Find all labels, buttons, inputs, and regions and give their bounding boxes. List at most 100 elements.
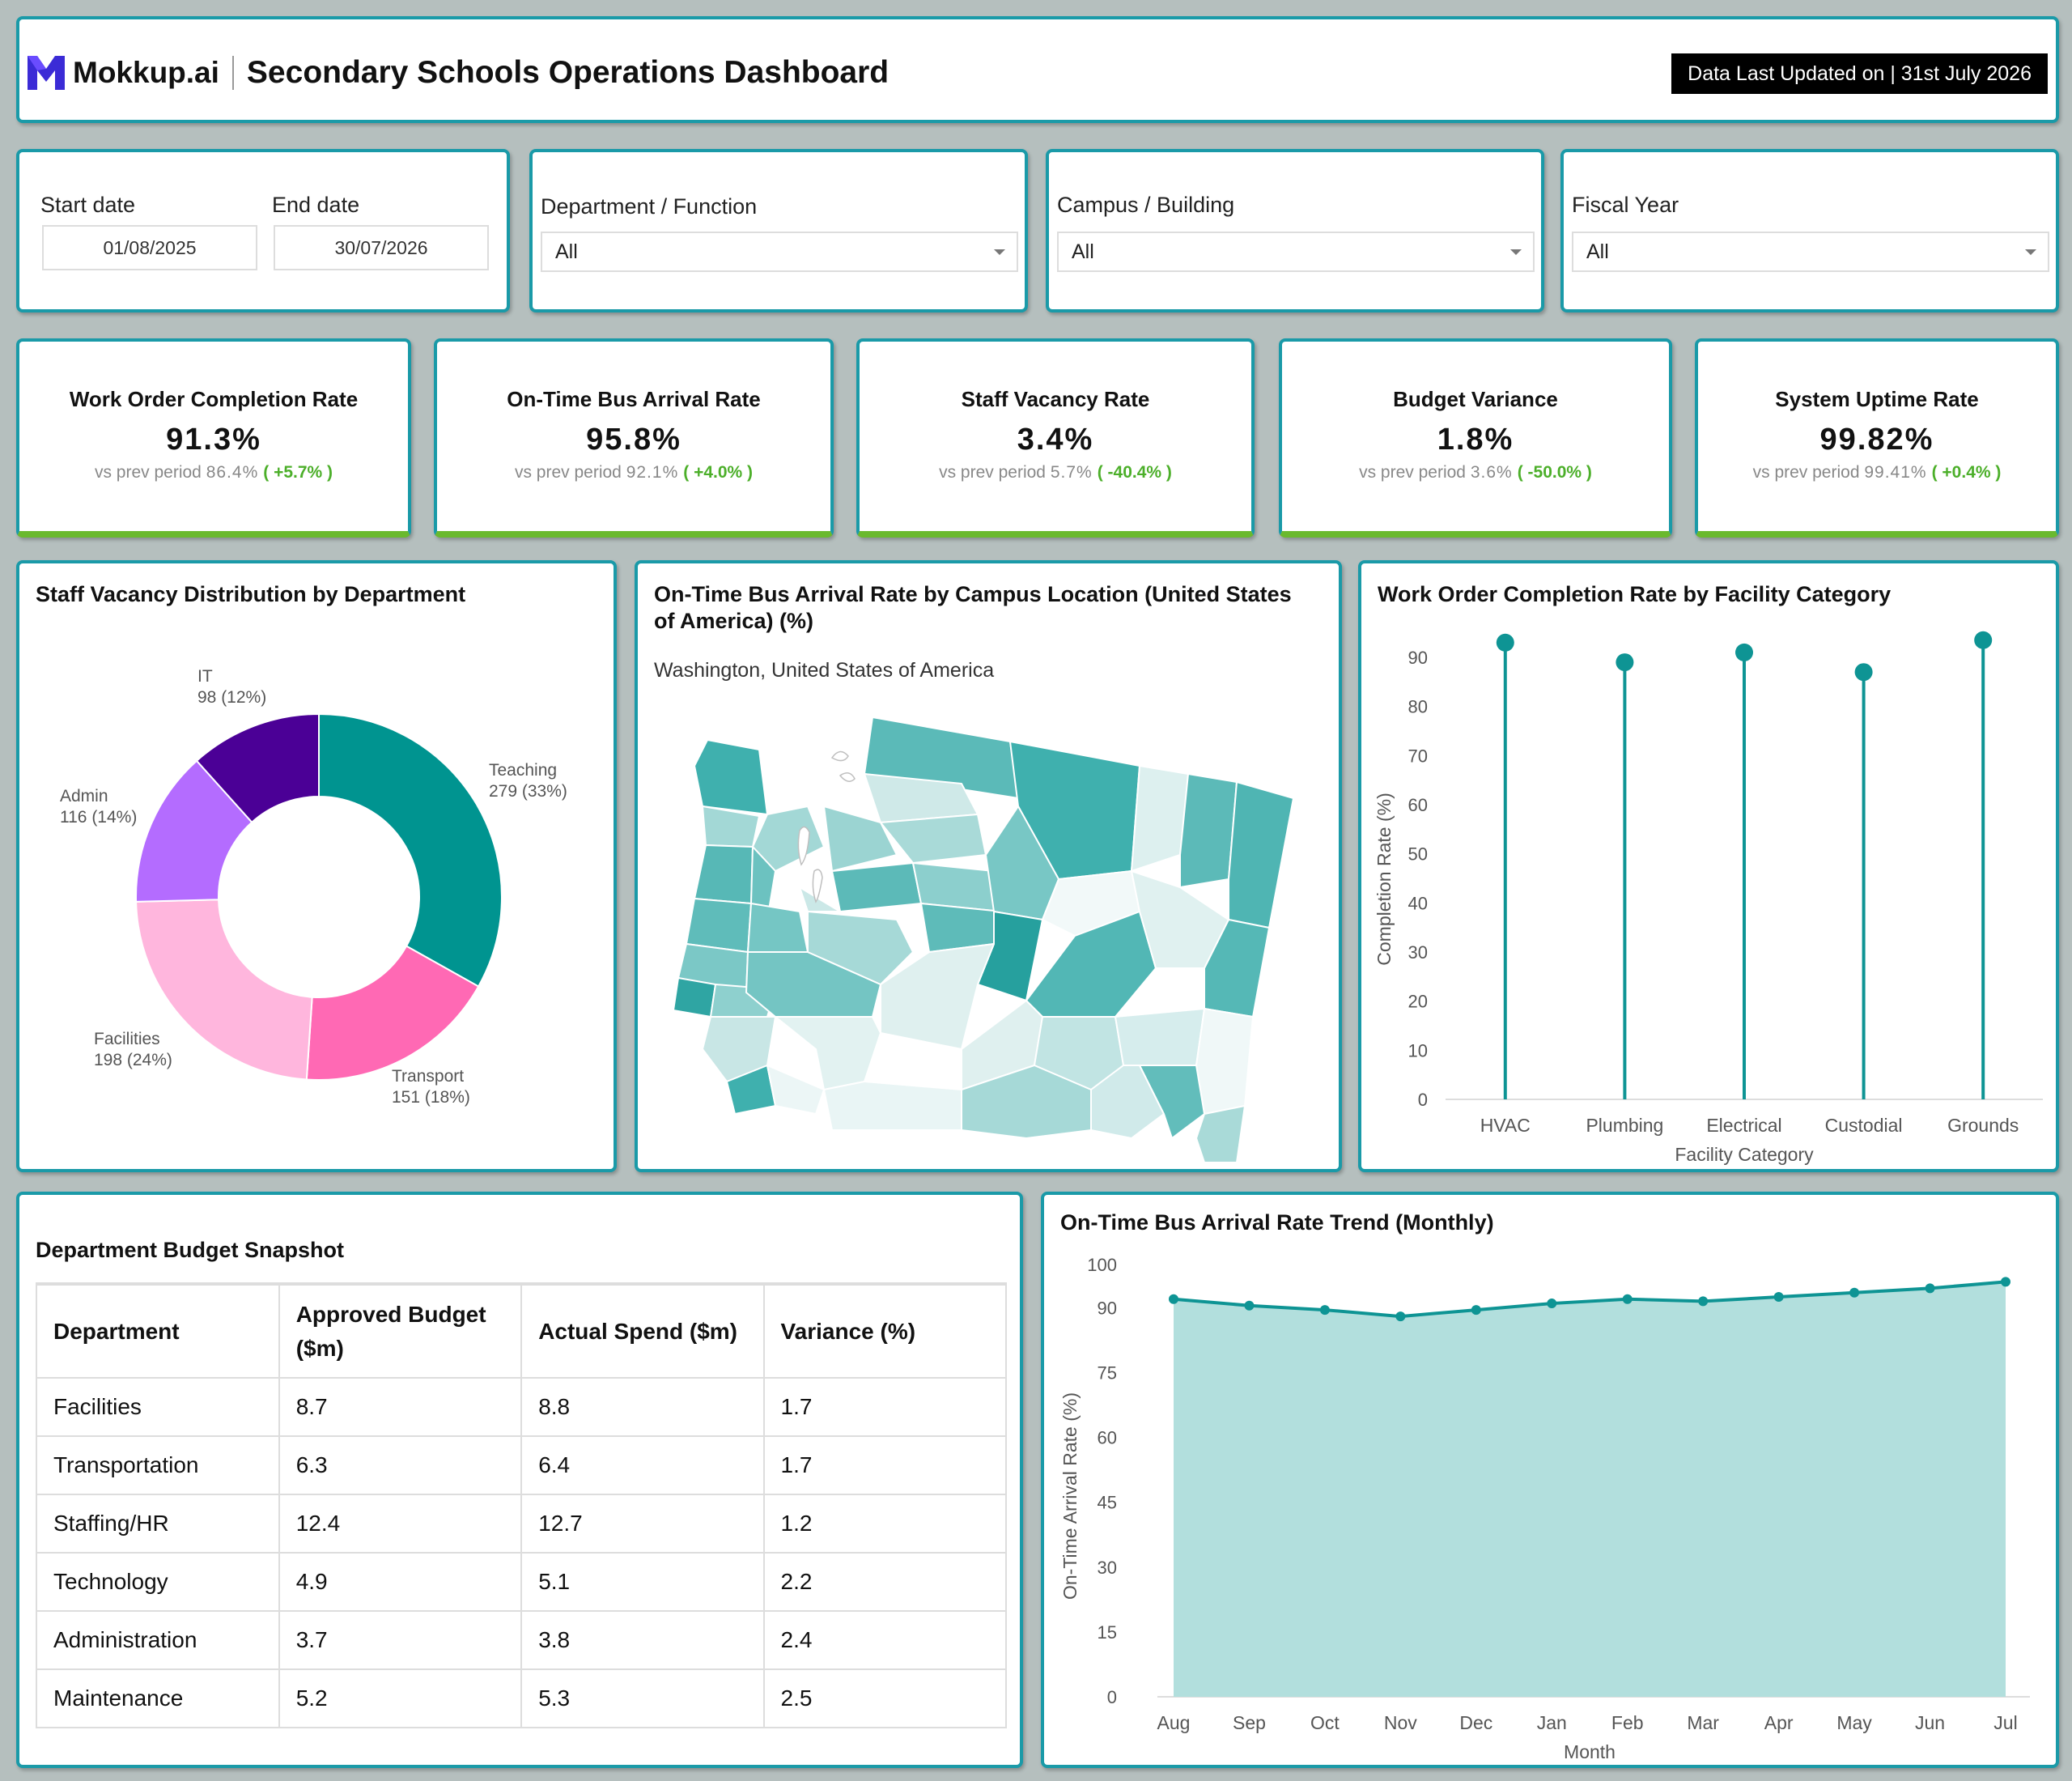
slice-label: Transport xyxy=(392,1067,464,1086)
lollipop-point xyxy=(1974,631,1993,649)
kpi-value: 91.3% xyxy=(166,423,261,457)
campus-filter-label: Campus / Building xyxy=(1057,193,1235,217)
kpi-prev-value: 99.41% xyxy=(1864,463,1927,482)
kpi-comparison: vs prev period 99.41%( +0.4% ) xyxy=(1698,463,2056,482)
y-tick-label: 60 xyxy=(1098,1428,1117,1448)
y-tick-label: 90 xyxy=(1408,648,1428,668)
trend-point xyxy=(1244,1300,1255,1311)
donut-slice xyxy=(195,712,320,824)
table-cell: 2.2 xyxy=(762,1552,1008,1612)
kpi-value: 99.82% xyxy=(1819,423,1934,457)
table-row: Facilities 8.7 8.8 1.7 xyxy=(36,1377,1008,1437)
column-header[interactable]: Department xyxy=(36,1282,280,1379)
table-cell: 2.4 xyxy=(762,1610,1008,1670)
table-cell: Transportation xyxy=(36,1435,280,1495)
y-tick-label: 0 xyxy=(1418,1090,1428,1110)
area-chart: 0 15 30 45 60 75 90 100 Aug Sep Oct Nov Dec Jan Feb Mar… xyxy=(1059,1255,2030,1762)
table-cell: 4.9 xyxy=(278,1552,523,1612)
table-cell: 2.5 xyxy=(762,1668,1008,1728)
department-filter-label: Department / Function xyxy=(541,194,758,219)
table-cell: 1.2 xyxy=(762,1494,1008,1554)
map-region xyxy=(694,844,754,904)
trend-point xyxy=(1773,1292,1784,1303)
kpi-prev-label: vs prev period xyxy=(1359,463,1466,482)
slice-label: IT xyxy=(197,667,213,686)
map-region xyxy=(686,898,752,953)
washington-county-map[interactable] xyxy=(638,563,1339,1169)
fiscal-year-select[interactable]: All xyxy=(1572,232,2049,272)
panel-title: Department Budget Snapshot xyxy=(36,1238,345,1262)
last-updated-badge: Data Last Updated on | 31st July 2026 xyxy=(1671,53,2048,94)
slice-value-label: 116 (14%) xyxy=(60,808,137,827)
x-tick-label: Custodial xyxy=(1825,1115,1903,1136)
kpi-title: Staff Vacancy Rate xyxy=(961,387,1150,411)
x-tick-label: Mar xyxy=(1687,1712,1719,1733)
kpi-change: ( +5.7% ) xyxy=(263,463,333,482)
end-date-input[interactable]: 30/07/2026 xyxy=(274,225,489,270)
map-region xyxy=(807,911,914,985)
header-divider xyxy=(231,56,234,90)
map-region xyxy=(1139,1065,1205,1139)
table-row: Administration 3.7 3.8 2.4 xyxy=(36,1610,1008,1670)
start-date-label: Start date xyxy=(40,193,136,217)
y-tick-label: 0 xyxy=(1107,1687,1117,1707)
table-cell: Staffing/HR xyxy=(36,1494,280,1554)
map-region xyxy=(823,805,898,872)
trend-chart-panel: On-Time Bus Arrival Rate Trend (Monthly)… xyxy=(1041,1192,2059,1768)
trend-point xyxy=(2001,1277,2010,1287)
y-tick-label: 30 xyxy=(1408,942,1428,963)
table-cell: 3.8 xyxy=(520,1610,765,1670)
trend-point xyxy=(1849,1287,1860,1298)
kpi-change: ( -50.0% ) xyxy=(1517,463,1592,482)
trend-point xyxy=(1925,1283,1935,1294)
y-tick-label: 80 xyxy=(1408,697,1428,717)
kpi-value: 1.8% xyxy=(1437,423,1514,457)
kpi-card-budget-variance: Budget Variance 1.8% vs prev period 3.6%… xyxy=(1279,338,1672,538)
table-row: Staffing/HR 12.4 12.7 1.2 xyxy=(36,1494,1008,1554)
column-header[interactable]: Approved Budget ($m) xyxy=(278,1282,523,1379)
y-tick-label: 75 xyxy=(1098,1363,1117,1384)
x-tick-label: Oct xyxy=(1310,1712,1340,1733)
x-tick-label: Jul xyxy=(1993,1712,2017,1733)
campus-select[interactable]: All xyxy=(1057,232,1535,272)
map-region xyxy=(766,1065,825,1115)
date-filter-card: Start date End date 01/08/2025 30/07/202… xyxy=(16,149,510,312)
y-tick-label: 40 xyxy=(1408,893,1428,913)
area-fill xyxy=(1174,1282,2006,1697)
trend-point xyxy=(1622,1294,1633,1304)
kpi-card-bus-arrival: On-Time Bus Arrival Rate 95.8% vs prev p… xyxy=(434,338,834,538)
trend-point xyxy=(1698,1296,1709,1307)
panel-title: On-Time Bus Arrival Rate Trend (Monthly) xyxy=(1060,1210,1494,1235)
kpi-prev-label: vs prev period xyxy=(1752,463,1860,482)
map-region xyxy=(1228,781,1294,929)
budget-table: Department Approved Budget ($m) Actual S… xyxy=(36,1282,1008,1728)
trend-line xyxy=(1173,1280,2006,1319)
brand-name: Mokkup.ai xyxy=(73,56,219,89)
end-date-label: End date xyxy=(272,193,360,217)
y-tick-label: 50 xyxy=(1408,844,1428,865)
column-header[interactable]: Actual Spend ($m) xyxy=(520,1282,765,1379)
y-tick-label: 70 xyxy=(1408,746,1428,766)
panel-title: Work Order Completion Rate by Facility C… xyxy=(1378,582,1892,606)
donut-chart: Teaching 279 (33%) Transport 151 (18%) Facil… xyxy=(60,667,567,1107)
y-tick-label: 60 xyxy=(1408,795,1428,815)
table-cell: Technology xyxy=(36,1552,280,1612)
table-row: Maintenance 5.2 5.3 2.5 xyxy=(36,1668,1008,1728)
map-region xyxy=(1195,1105,1246,1163)
department-select[interactable]: All xyxy=(541,232,1018,272)
map-region xyxy=(831,862,922,912)
start-date-input[interactable]: 01/08/2025 xyxy=(42,225,257,270)
map-region xyxy=(1179,773,1238,888)
column-header[interactable]: Variance (%) xyxy=(762,1282,1008,1379)
logo[interactable]: Mokkup.ai Secondary Schools Operations D… xyxy=(28,55,889,91)
lollipop-point xyxy=(1496,633,1514,652)
kpi-title: On-Time Bus Arrival Rate xyxy=(507,387,761,411)
kpi-change: ( -40.4% ) xyxy=(1097,463,1172,482)
map-region xyxy=(799,886,841,912)
kpi-card-system-uptime: System Uptime Rate 99.82% vs prev period… xyxy=(1695,338,2059,538)
y-tick-label: 30 xyxy=(1098,1558,1117,1578)
table-row: Technology 4.9 5.1 2.2 xyxy=(36,1552,1008,1612)
x-tick-label: HVAC xyxy=(1480,1115,1531,1136)
kpi-prev-label: vs prev period xyxy=(94,463,202,482)
header-bar: Mokkup.ai Secondary Schools Operations D… xyxy=(16,16,2059,123)
